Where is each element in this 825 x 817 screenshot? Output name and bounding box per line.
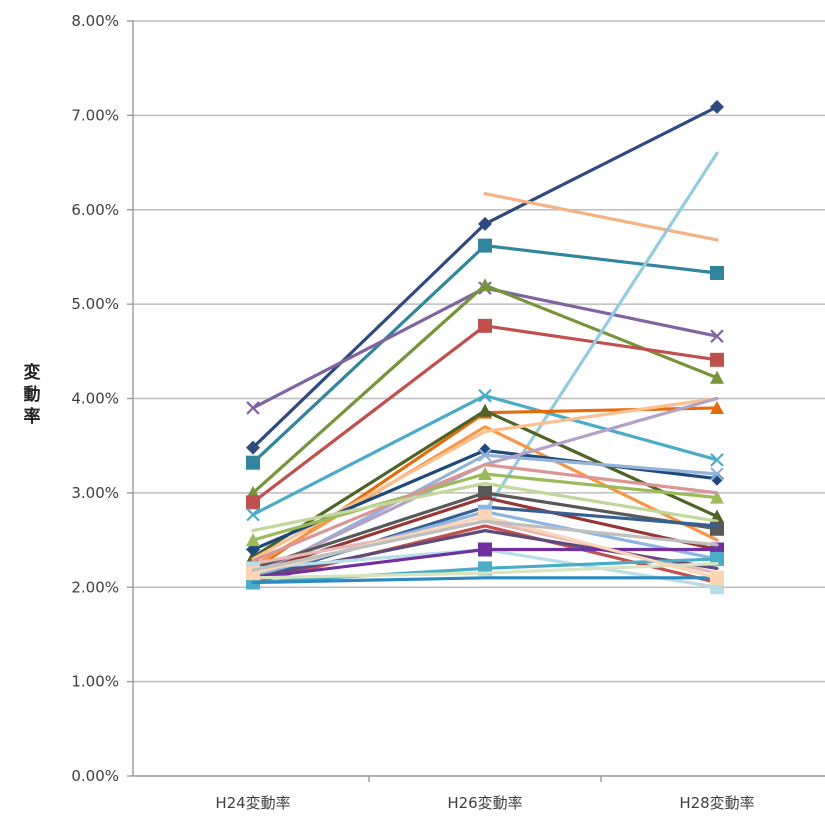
series-line xyxy=(251,519,719,572)
series-group xyxy=(246,99,724,595)
data-point xyxy=(478,318,492,333)
data-point xyxy=(710,490,724,504)
series xyxy=(251,519,719,572)
data-point xyxy=(710,521,724,536)
y-tick-label: 0.00% xyxy=(71,767,119,785)
data-point xyxy=(478,467,492,480)
y-tick-label: 5.00% xyxy=(71,295,119,313)
data-point xyxy=(478,403,492,417)
y-tick-label: 7.00% xyxy=(71,106,119,124)
x-tick-label: H26変動率 xyxy=(447,794,522,812)
series xyxy=(251,481,719,533)
series xyxy=(483,192,719,242)
data-point xyxy=(246,507,260,522)
y-tick-label: 1.00% xyxy=(71,673,119,691)
data-point xyxy=(710,400,724,414)
y-axis-label-char: 変 xyxy=(24,362,41,383)
series xyxy=(251,562,719,580)
y-axis-label-char: 率 xyxy=(24,406,41,427)
y-axis-label: 変動率 xyxy=(24,362,41,427)
y-axis-label-char: 動 xyxy=(24,384,41,405)
data-point xyxy=(478,238,492,253)
y-tick-label: 4.00% xyxy=(71,390,119,408)
data-point xyxy=(710,265,724,280)
data-point xyxy=(246,495,260,510)
data-point xyxy=(478,216,492,231)
data-point xyxy=(478,278,492,292)
series xyxy=(246,388,724,522)
series-line xyxy=(251,576,719,585)
data-point xyxy=(710,370,724,384)
data-point xyxy=(478,485,492,500)
series-line xyxy=(251,562,719,580)
data-point xyxy=(710,467,724,481)
y-tick-label: 3.00% xyxy=(71,484,119,502)
series-line xyxy=(251,462,719,563)
series xyxy=(246,467,724,547)
series xyxy=(251,425,719,569)
data-point xyxy=(710,570,724,585)
series xyxy=(246,238,724,470)
series-line xyxy=(251,425,719,569)
data-point xyxy=(478,388,492,403)
y-axis: 0.00% 1.00% 2.00% 3.00% 4.00% 5.00% 6.00% 7.00%… xyxy=(71,12,134,785)
data-point xyxy=(710,329,724,343)
data-point xyxy=(710,99,724,114)
data-point xyxy=(710,352,724,367)
series-line xyxy=(251,283,719,495)
data-point xyxy=(246,401,260,415)
y-tick-label: 8.00% xyxy=(71,12,119,30)
y-tick-label: 2.00% xyxy=(71,578,119,596)
data-point xyxy=(478,448,492,462)
series xyxy=(246,99,724,455)
y-tick-label: 6.00% xyxy=(71,201,119,219)
data-point xyxy=(246,455,260,470)
x-tick-label: H24変動率 xyxy=(215,794,290,812)
series xyxy=(251,462,719,563)
series xyxy=(251,576,719,585)
x-tick-label: H28変動率 xyxy=(679,794,754,812)
data-point xyxy=(478,542,492,557)
data-point xyxy=(246,533,260,547)
series xyxy=(246,318,724,510)
series-line xyxy=(483,192,719,242)
data-point xyxy=(710,453,724,467)
data-point xyxy=(246,440,260,455)
x-axis: H24変動率 H26変動率 H28変動率 xyxy=(215,776,755,812)
series-line xyxy=(251,481,719,533)
